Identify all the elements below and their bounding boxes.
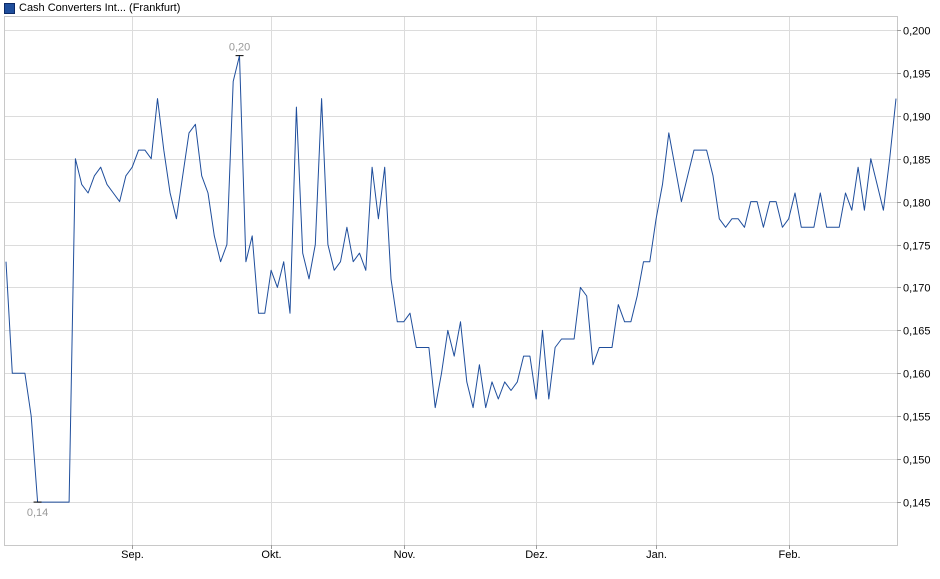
y-tick-label: 0,160 xyxy=(903,369,931,381)
x-tick-label: Sep. xyxy=(121,549,144,561)
x-tick-label: Nov. xyxy=(394,549,416,561)
plot-frame xyxy=(4,16,898,546)
y-tick-label: 0,155 xyxy=(903,412,931,424)
max-annotation: 0,20 xyxy=(229,42,250,54)
price-line xyxy=(5,55,897,503)
y-axis: 0,145 0,150 0,155 0,160 0,165 0,170 0,175 0,180… xyxy=(897,26,931,510)
y-tick-label: 0,150 xyxy=(903,455,931,467)
annotation-group: 0,20 0,14 xyxy=(27,42,250,519)
y-tick-label: 0,185 xyxy=(903,155,931,167)
series-group xyxy=(5,55,897,503)
x-tick-label: Feb. xyxy=(778,549,800,561)
x-tick-label: Jan. xyxy=(646,549,667,561)
x-tick-label: Okt. xyxy=(261,549,281,561)
y-tick-label: 0,195 xyxy=(903,69,931,81)
chart-legend: Cash Converters Int... (Frankfurt) xyxy=(4,1,180,15)
y-tick-label: 0,190 xyxy=(903,112,931,124)
x-tick-label: Dez. xyxy=(525,549,548,561)
min-annotation: 0,14 xyxy=(27,507,48,519)
y-tick-label: 0,145 xyxy=(903,498,931,510)
x-axis: Sep. Okt. Nov. Dez. Jan. Feb. xyxy=(121,545,801,561)
legend-swatch xyxy=(4,2,15,14)
y-tick-label: 0,170 xyxy=(903,283,931,295)
y-tick-label: 0,180 xyxy=(903,198,931,210)
legend-label: Cash Converters Int... (Frankfurt) xyxy=(19,2,181,14)
y-tick-label: 0,175 xyxy=(903,241,931,253)
y-tick-label: 0,165 xyxy=(903,326,931,338)
y-tick-label: 0,200 xyxy=(903,26,931,38)
grid-lines xyxy=(5,17,897,545)
